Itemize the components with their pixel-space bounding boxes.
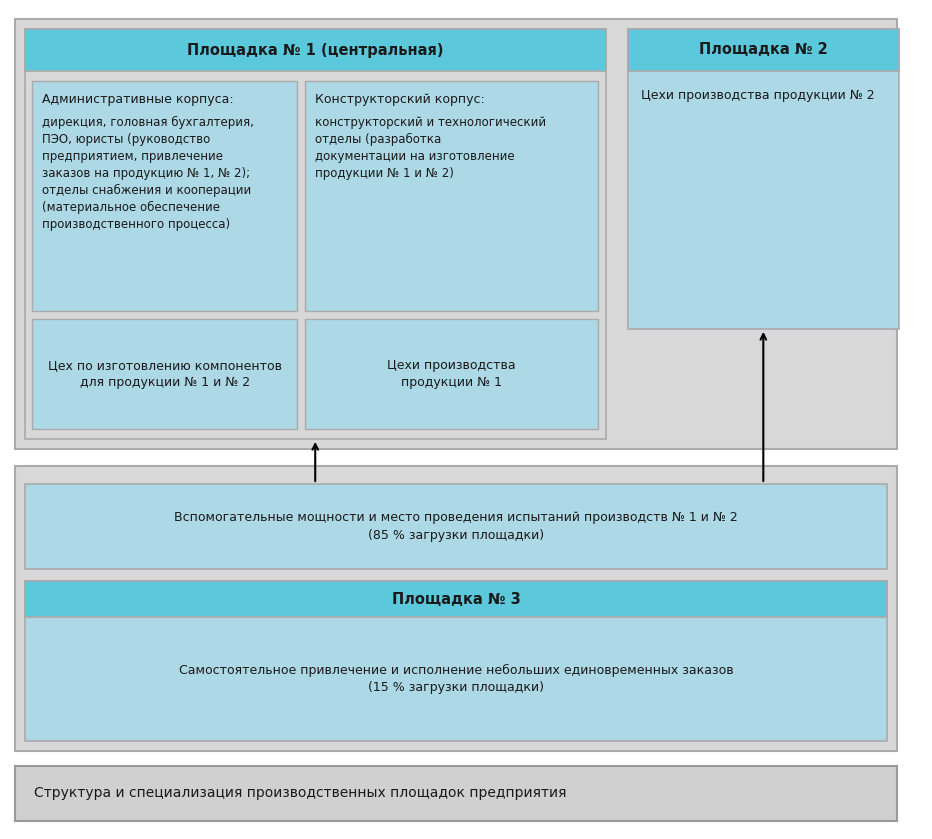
Text: дирекция, головная бухгалтерия,
ПЭО, юристы (руководство
предприятием, привлечен: дирекция, головная бухгалтерия, ПЭО, юри…	[42, 116, 254, 232]
Bar	[305, 319, 598, 429]
Bar	[33, 319, 297, 429]
Bar	[33, 81, 297, 311]
Text: Площадка № 2: Площадка № 2	[699, 43, 828, 58]
Text: Самостоятельное привлечение и исполнение небольших единовременных заказов
(15 % : Самостоятельное привлечение и исполнение…	[179, 664, 733, 694]
Bar	[24, 581, 887, 741]
Bar	[627, 29, 899, 71]
Bar	[305, 81, 598, 311]
Text: Конструкторский корпус:: Конструкторский корпус:	[315, 93, 485, 106]
Bar	[627, 29, 899, 329]
Text: Структура и специализация производственных площадок предприятия: Структура и специализация производственн…	[34, 786, 567, 800]
Bar	[15, 466, 898, 751]
Bar	[24, 29, 606, 71]
Bar	[24, 581, 887, 617]
Bar	[24, 484, 887, 569]
Text: Цехи производства продукции № 2: Цехи производства продукции № 2	[641, 89, 875, 102]
Text: конструкторский и технологический
отделы (разработка
документации на изготовлени: конструкторский и технологический отделы…	[315, 116, 546, 180]
Text: Цехи производства
продукции № 1: Цехи производства продукции № 1	[387, 359, 515, 389]
Text: Цех по изготовлению компонентов
для продукции № 1 и № 2: Цех по изготовлению компонентов для прод…	[48, 359, 281, 389]
Bar	[24, 29, 606, 439]
Text: Административные корпуса:: Административные корпуса:	[42, 93, 234, 106]
Bar	[15, 19, 898, 449]
Text: Площадка № 1 (центральная): Площадка № 1 (центральная)	[187, 43, 444, 58]
Text: Вспомогательные мощности и место проведения испытаний производств № 1 и № 2
(85 : Вспомогательные мощности и место проведе…	[174, 512, 738, 541]
Bar	[15, 766, 898, 821]
Text: Площадка № 3: Площадка № 3	[391, 591, 520, 607]
